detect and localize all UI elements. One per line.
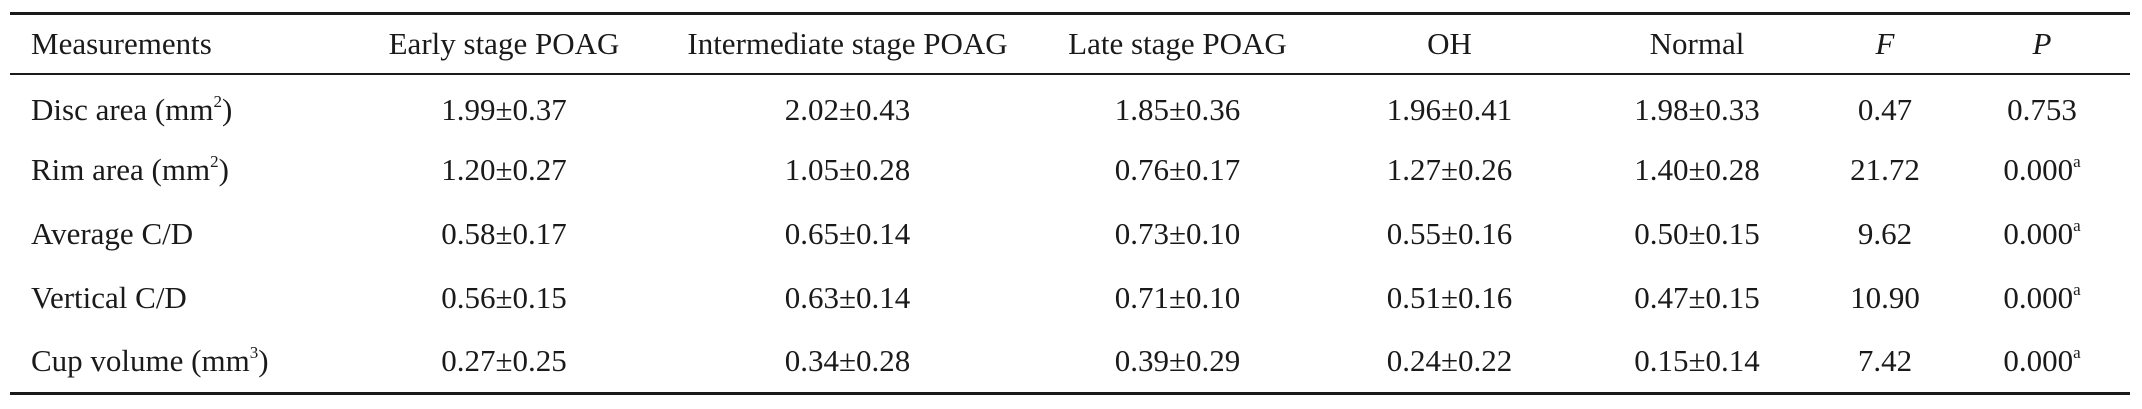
cell-early: 0.56±0.15 xyxy=(441,280,567,315)
cell-intermediate: 2.02±0.43 xyxy=(784,91,911,127)
measure-close: ) xyxy=(221,91,233,127)
table-header: Measurements Early stage POAG Intermedia… xyxy=(10,12,2130,75)
table-row: Disc area (mm2) 1.99±0.37 2.02±0.43 1.85… xyxy=(10,74,2130,138)
cell-late: 0.71±0.10 xyxy=(1114,280,1241,315)
cell-intermediate: 1.05±0.28 xyxy=(784,152,911,187)
measure-label: Vertical C/D xyxy=(31,280,187,315)
cell-oh: 1.27±0.26 xyxy=(1386,152,1513,187)
cell-normal: 1.40±0.28 xyxy=(1634,152,1760,187)
cell-p: 0.000a xyxy=(1954,138,2130,202)
cell-late: 0.76±0.17 xyxy=(1114,152,1241,187)
cell-p: 0.000a xyxy=(1954,266,2130,330)
measure-close: ) xyxy=(258,343,269,379)
measure-label: Average C/D xyxy=(31,216,194,251)
cell-normal: 0.15±0.14 xyxy=(1578,329,1816,395)
cell-intermediate: 0.34±0.28 xyxy=(661,329,1034,395)
measure-label: Rim area (mm xyxy=(31,152,211,187)
cell-intermediate: 0.65±0.14 xyxy=(784,216,911,251)
header-late-stage-poag: Late stage POAG xyxy=(1034,12,1321,75)
footnote-marker: a xyxy=(2073,280,2081,299)
cell-f: 21.72 xyxy=(1850,152,1920,187)
header-intermediate-stage-poag: Intermediate stage POAG xyxy=(661,12,1034,75)
cell-early: 0.27±0.25 xyxy=(347,329,661,395)
table-body: Disc area (mm2) 1.99±0.37 2.02±0.43 1.85… xyxy=(10,74,2130,395)
cell-f: 7.42 xyxy=(1816,329,1954,395)
p-value: 0.753 xyxy=(2007,91,2077,127)
cell-oh: 0.24±0.22 xyxy=(1321,329,1578,395)
unit-superscript: 3 xyxy=(249,343,259,363)
table-row: Vertical C/D 0.56±0.15 0.63±0.14 0.71±0.… xyxy=(10,266,2130,330)
measure-label: Cup volume (mm xyxy=(31,343,250,379)
header-oh: OH xyxy=(1321,12,1578,75)
unit-superscript: 2 xyxy=(210,152,219,171)
measure-label: Disc area (mm xyxy=(31,91,214,127)
cell-measure: Cup volume (mm3) xyxy=(10,329,347,395)
cell-measure: Disc area (mm2) xyxy=(10,74,347,138)
cell-intermediate: 0.63±0.14 xyxy=(784,280,911,315)
cell-p: 0.000a xyxy=(1954,202,2130,266)
cell-early: 0.58±0.17 xyxy=(441,216,567,251)
cell-measure: Rim area (mm2) xyxy=(10,138,347,202)
p-value: 0.000 xyxy=(2003,216,2074,251)
cell-f: 9.62 xyxy=(1857,216,1913,251)
cell-normal: 0.47±0.15 xyxy=(1634,280,1760,315)
p-value: 0.000 xyxy=(2003,280,2074,315)
p-value: 0.000 xyxy=(2003,343,2074,379)
table-row: Cup volume (mm3) 0.27±0.25 0.34±0.28 0.3… xyxy=(10,329,2130,395)
cell-oh: 1.96±0.41 xyxy=(1386,91,1513,127)
unit-superscript: 2 xyxy=(213,91,222,111)
header-p-value: P xyxy=(1954,12,2130,75)
cell-p: 0.753 xyxy=(1954,74,2130,138)
cell-early: 1.99±0.37 xyxy=(441,91,567,127)
cell-late: 0.73±0.10 xyxy=(1114,216,1241,251)
cell-f: 10.90 xyxy=(1850,280,1920,315)
cell-normal: 1.98±0.33 xyxy=(1634,91,1760,127)
p-value: 0.000 xyxy=(2003,152,2074,187)
measurements-table: Measurements Early stage POAG Intermedia… xyxy=(10,12,2130,395)
table-row: Rim area (mm2) 1.20±0.27 1.05±0.28 0.76±… xyxy=(10,138,2130,202)
measure-close: ) xyxy=(218,152,229,187)
table-row: Average C/D 0.58±0.17 0.65±0.14 0.73±0.1… xyxy=(10,202,2130,266)
footnote-marker: a xyxy=(2073,216,2081,235)
cell-normal: 0.50±0.15 xyxy=(1634,216,1760,251)
footnote-marker: a xyxy=(2073,343,2081,363)
cell-early: 1.20±0.27 xyxy=(441,152,567,187)
header-normal: Normal xyxy=(1578,12,1816,75)
header-row: Measurements Early stage POAG Intermedia… xyxy=(10,12,2130,75)
cell-p: 0.000a xyxy=(1954,329,2130,395)
cell-measure: Vertical C/D xyxy=(10,266,347,330)
cell-late: 1.85±0.36 xyxy=(1114,91,1241,127)
header-f-statistic: F xyxy=(1816,12,1954,75)
cell-oh: 0.55±0.16 xyxy=(1386,216,1513,251)
cell-measure: Average C/D xyxy=(10,202,347,266)
header-measurements: Measurements xyxy=(10,12,347,75)
cell-late: 0.39±0.29 xyxy=(1034,329,1321,395)
cell-f: 0.47 xyxy=(1857,91,1913,127)
header-early-stage-poag: Early stage POAG xyxy=(347,12,661,75)
cell-oh: 0.51±0.16 xyxy=(1386,280,1513,315)
footnote-marker: a xyxy=(2073,152,2081,171)
